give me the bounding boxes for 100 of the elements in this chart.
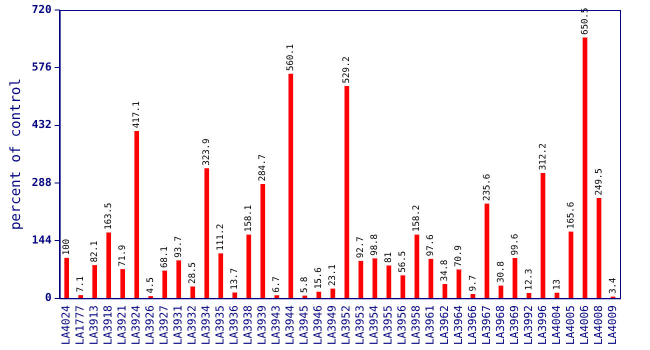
x-tick-label: LA3996 bbox=[536, 305, 549, 346]
bar bbox=[540, 172, 546, 298]
data-label: 158.1 bbox=[244, 204, 254, 232]
data-label: 81 bbox=[384, 252, 394, 263]
x-tick-label: LA3964 bbox=[452, 304, 465, 346]
x-tick-label: LA3967 bbox=[480, 305, 493, 346]
data-label: 15.6 bbox=[314, 267, 324, 290]
bar bbox=[302, 296, 308, 298]
x-tick-label: LA3924 bbox=[130, 304, 143, 346]
data-label: 12.3 bbox=[524, 268, 534, 290]
data-label: 98.8 bbox=[370, 234, 380, 256]
bar bbox=[442, 284, 448, 298]
data-label: 165.6 bbox=[566, 202, 576, 229]
data-label: 529.2 bbox=[342, 56, 352, 84]
data-label: 312.2 bbox=[538, 143, 548, 170]
x-tick-label: LA3918 bbox=[102, 305, 115, 346]
x-tick-label: LA3952 bbox=[340, 305, 353, 346]
x-tick-label: LA4004 bbox=[550, 304, 563, 346]
x-tick-label: LA3946 bbox=[312, 305, 325, 346]
data-label: 13 bbox=[552, 279, 562, 290]
data-label: 93.7 bbox=[174, 236, 184, 258]
data-label: 650.5 bbox=[580, 8, 590, 35]
y-tick-label: 576 bbox=[32, 60, 52, 74]
bar bbox=[204, 168, 210, 298]
bar bbox=[372, 258, 378, 298]
bar bbox=[512, 258, 518, 298]
y-tick-label: 432 bbox=[32, 118, 52, 132]
bar bbox=[554, 292, 560, 298]
x-tick-label: LA3926 bbox=[144, 305, 157, 346]
data-label: 97.6 bbox=[426, 234, 436, 256]
x-tick-label: LA3966 bbox=[466, 305, 479, 346]
x-tick-label: LA3961 bbox=[424, 305, 437, 346]
x-tick-label: LA3943 bbox=[270, 305, 283, 346]
bar bbox=[218, 253, 224, 298]
x-tick-label: LA3927 bbox=[158, 305, 171, 346]
bar bbox=[344, 86, 350, 298]
x-tick-label: LA4009 bbox=[606, 305, 619, 346]
data-label: 70.9 bbox=[454, 245, 464, 267]
y-tick-label: 720 bbox=[32, 2, 52, 16]
bar bbox=[64, 258, 69, 298]
data-label: 6.7 bbox=[272, 276, 282, 293]
bar bbox=[526, 293, 532, 298]
x-tick-label: LA3934 bbox=[200, 304, 213, 346]
bar bbox=[498, 286, 504, 298]
data-label: 235.6 bbox=[482, 174, 492, 201]
x-tick-label: LA3944 bbox=[284, 304, 297, 346]
x-tick-label: LA3955 bbox=[382, 305, 395, 346]
data-label: 417.1 bbox=[132, 101, 142, 128]
bar bbox=[134, 130, 140, 298]
bar bbox=[568, 232, 574, 298]
data-label: 5.8 bbox=[300, 276, 310, 293]
x-tick-label: LA1777 bbox=[74, 305, 87, 346]
data-label: 284.7 bbox=[258, 154, 268, 182]
x-tick-label: LA3969 bbox=[508, 305, 521, 346]
data-label: 92.7 bbox=[356, 236, 366, 258]
bar bbox=[316, 292, 322, 298]
bar bbox=[162, 270, 168, 298]
bar bbox=[484, 204, 490, 298]
data-label: 30.8 bbox=[496, 261, 506, 283]
data-label: 68.1 bbox=[160, 246, 170, 268]
x-tick-label: LA3956 bbox=[396, 305, 409, 346]
x-tick-label: LA3913 bbox=[88, 305, 101, 346]
bar bbox=[176, 260, 182, 298]
bar bbox=[92, 265, 98, 298]
x-tick-label: LA3921 bbox=[116, 305, 129, 346]
data-label: 28.5 bbox=[188, 262, 198, 284]
data-label: 158.2 bbox=[412, 204, 422, 232]
x-tick-label: LA4024 bbox=[60, 304, 73, 346]
x-tick-label: LA3962 bbox=[438, 305, 451, 346]
x-tick-label: LA3953 bbox=[354, 305, 367, 346]
bar bbox=[260, 184, 266, 298]
x-tick-label: LA3939 bbox=[256, 305, 269, 346]
bar bbox=[78, 295, 84, 298]
x-tick-label: LA3938 bbox=[242, 305, 255, 346]
data-label: 323.9 bbox=[202, 138, 212, 166]
data-label: 3.4 bbox=[608, 278, 618, 294]
y-tick-label: 288 bbox=[32, 176, 52, 189]
data-label: 56.5 bbox=[398, 250, 408, 273]
data-label: 100 bbox=[62, 238, 72, 256]
x-tick-label: LA3958 bbox=[410, 305, 423, 346]
y-axis-title: percent of control bbox=[8, 78, 24, 230]
bar bbox=[190, 286, 196, 298]
x-tick-label: LA3931 bbox=[172, 305, 185, 346]
bar bbox=[232, 292, 238, 298]
bar bbox=[120, 269, 126, 298]
data-label: 99.6 bbox=[510, 234, 520, 256]
data-label: 23.1 bbox=[328, 264, 338, 286]
x-tick-label: LA3935 bbox=[214, 305, 227, 346]
bar bbox=[596, 198, 602, 298]
x-tick-label: LA4008 bbox=[592, 305, 605, 346]
bar bbox=[582, 37, 588, 298]
data-label: 71.9 bbox=[118, 244, 128, 266]
data-label: 4.5 bbox=[146, 277, 156, 294]
data-label: 249.5 bbox=[594, 168, 604, 196]
bar bbox=[106, 232, 112, 298]
x-tick-label: LA3949 bbox=[326, 305, 339, 346]
data-label: 13.7 bbox=[230, 268, 240, 290]
bar bbox=[288, 74, 294, 298]
x-tick-label: LA4005 bbox=[564, 305, 577, 346]
bar bbox=[358, 260, 364, 298]
